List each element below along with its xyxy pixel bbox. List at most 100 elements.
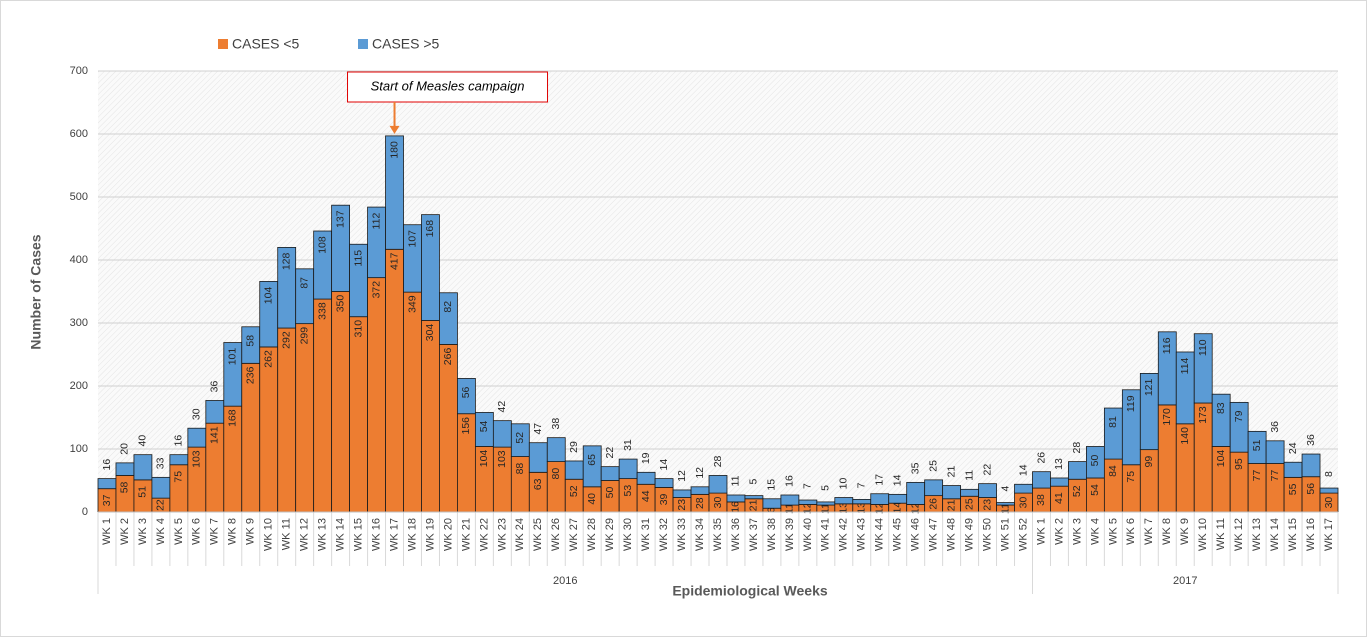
data-label: 24 <box>1287 442 1299 454</box>
bar-segment <box>259 346 279 513</box>
bar-segment <box>1319 487 1339 494</box>
x-tick-label: WK 23 <box>496 518 508 551</box>
data-label: 417 <box>388 252 400 270</box>
data-label: 88 <box>514 463 526 475</box>
x-tick-label: WK 15 <box>1287 518 1299 551</box>
bar-segment <box>133 454 153 481</box>
data-label: 108 <box>316 236 328 254</box>
x-tick-label: WK 30 <box>622 518 634 551</box>
bar-segment <box>277 327 297 513</box>
data-label: 54 <box>478 420 490 432</box>
bar-segment <box>1050 477 1069 487</box>
data-label: 58 <box>245 335 257 347</box>
data-label: 292 <box>280 331 292 349</box>
x-tick-label: WK 47 <box>928 518 940 551</box>
data-label: 14 <box>891 474 903 486</box>
data-label: 14 <box>891 502 903 514</box>
data-label: 22 <box>604 447 616 459</box>
data-label: 338 <box>316 302 328 320</box>
x-tick-label: WK 13 <box>317 518 329 551</box>
data-label: 6 <box>766 507 778 513</box>
data-label: 350 <box>334 295 346 313</box>
x-tick-label: WK 27 <box>568 518 580 551</box>
data-label: 16 <box>784 475 796 487</box>
bar-segment <box>349 316 368 513</box>
bar-segment <box>888 493 908 504</box>
bar-segment <box>744 495 764 500</box>
x-tick-label: WK 4 <box>1089 518 1101 545</box>
data-label: 38 <box>550 418 562 430</box>
data-label: 104 <box>1215 450 1227 468</box>
data-label: 80 <box>550 468 562 480</box>
x-tick-label: WK 4 <box>155 518 167 545</box>
x-tick-label: WK 24 <box>514 518 526 551</box>
data-label: 21 <box>945 466 957 478</box>
data-label: 77 <box>1269 469 1281 481</box>
data-label: 77 <box>1251 469 1263 481</box>
bar-segment <box>996 502 1015 506</box>
x-tick-label: WK 31 <box>640 518 652 551</box>
bar-segment <box>834 497 854 505</box>
x-tick-label: WK 16 <box>370 518 382 551</box>
bar-segment <box>1193 333 1213 404</box>
data-label: 110 <box>1197 339 1209 356</box>
bar-segment <box>187 427 207 448</box>
data-label: 168 <box>227 409 239 427</box>
x-tick-label: WK 1 <box>101 518 113 545</box>
bar-segment <box>906 481 926 505</box>
bar-segment <box>942 485 962 500</box>
data-label: 170 <box>1161 408 1173 426</box>
bar-segment <box>1283 461 1303 478</box>
bar-segment <box>421 214 440 321</box>
data-label: 349 <box>406 295 418 313</box>
data-label: 13 <box>1053 458 1065 470</box>
bar-segment <box>151 476 171 499</box>
bar-segment <box>439 292 458 345</box>
data-label: 262 <box>263 350 275 368</box>
data-label: 12 <box>676 470 688 482</box>
data-label: 12 <box>802 502 814 514</box>
data-label: 15 <box>766 479 778 491</box>
data-label: 114 <box>1179 357 1191 374</box>
data-label: 83 <box>1215 402 1227 414</box>
bar-segment <box>367 277 386 513</box>
bar-segment <box>528 442 548 473</box>
data-label: 12 <box>909 502 921 514</box>
x-tick-label: WK 13 <box>1251 518 1263 551</box>
bar-segment <box>600 466 620 481</box>
group-label: 2017 <box>1173 575 1197 587</box>
data-label: 13 <box>838 502 850 514</box>
data-label: 23 <box>676 499 688 511</box>
data-label: 21 <box>945 499 957 511</box>
data-label: 20 <box>119 443 131 455</box>
bar-segment <box>1301 453 1321 478</box>
bar-segment <box>564 460 584 480</box>
data-label: 44 <box>640 490 652 502</box>
x-tick-label: WK 3 <box>137 518 149 545</box>
data-label: 75 <box>1125 471 1137 483</box>
bar-segment <box>636 471 656 485</box>
data-label: 40 <box>586 493 598 505</box>
x-tick-label: WK 28 <box>586 518 598 551</box>
data-label: 35 <box>909 462 921 474</box>
x-tick-label: WK 10 <box>1197 518 1209 551</box>
data-label: 38 <box>1035 494 1047 506</box>
x-tick-label: WK 51 <box>999 518 1011 551</box>
data-label: 5 <box>820 485 832 491</box>
data-label: 4 <box>999 485 1011 491</box>
data-label: 65 <box>586 454 598 466</box>
bar-segment <box>708 475 728 494</box>
bar-segment <box>169 454 189 466</box>
annotation-box <box>347 71 549 103</box>
bar-segment <box>960 488 979 497</box>
x-tick-label: WK 34 <box>694 518 706 551</box>
x-tick-label: WK 26 <box>550 518 562 551</box>
data-label: 50 <box>1089 454 1101 466</box>
legend-label: CASES <5 <box>232 36 300 52</box>
x-tick-label: WK 41 <box>820 518 832 551</box>
data-label: 40 <box>137 435 149 447</box>
data-label: 5 <box>748 479 760 485</box>
data-label: 31 <box>622 439 634 451</box>
x-tick-label: WK 39 <box>784 518 796 551</box>
